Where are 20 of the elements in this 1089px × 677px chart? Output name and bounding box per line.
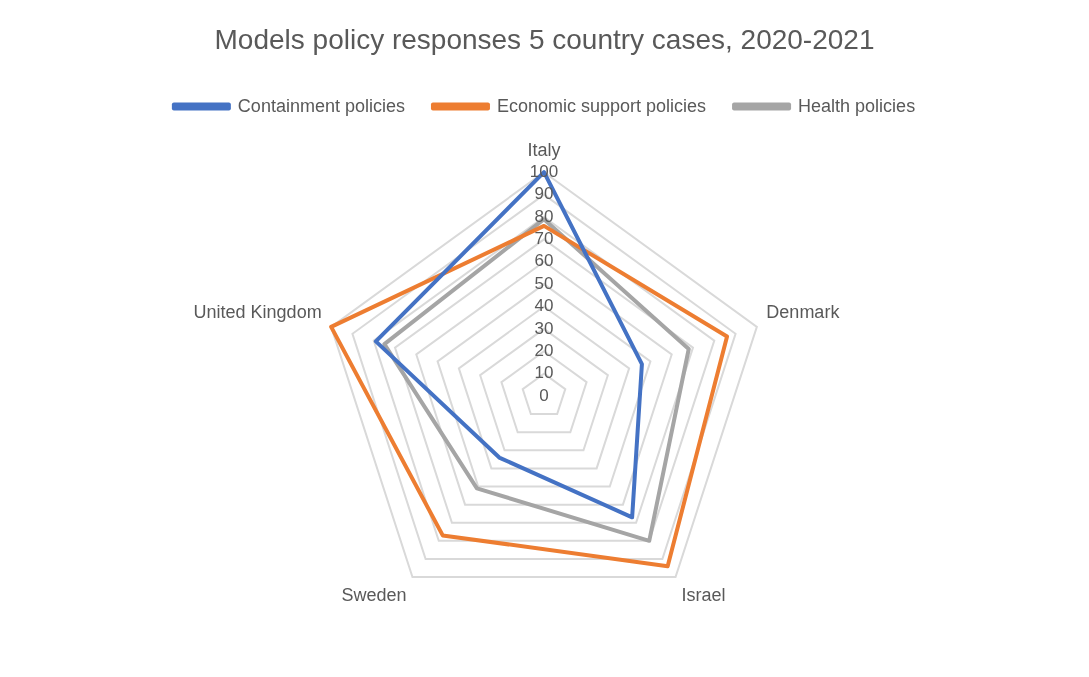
y-tick-label: 20 <box>534 340 554 360</box>
y-tick-label: 40 <box>534 296 554 316</box>
y-tick-label: 100 <box>529 161 559 181</box>
y-tick-label: 80 <box>534 206 554 226</box>
y-tick-label: 60 <box>534 251 554 271</box>
y-tick-label: 90 <box>534 184 554 204</box>
legend-label: Health policies <box>798 95 916 116</box>
y-tick-label: 50 <box>534 273 554 293</box>
y-tick-label: 70 <box>534 229 554 249</box>
legend-label: Economic support policies <box>496 95 707 116</box>
y-tick-label: 0 <box>539 385 549 405</box>
spoke-label: Italy <box>527 140 561 161</box>
y-tick-label: 10 <box>534 363 554 383</box>
legend-label: Containment policies <box>237 95 405 116</box>
spoke-label: Denmark <box>766 301 841 322</box>
y-tick-label: 30 <box>534 318 554 338</box>
spoke-label: Sweden <box>341 584 407 605</box>
spoke-label: Israel <box>681 584 726 605</box>
chart-title: Models policy responses 5 country cases, 2020-2021 <box>214 23 875 55</box>
spoke-label: United Kingdom <box>193 301 322 322</box>
